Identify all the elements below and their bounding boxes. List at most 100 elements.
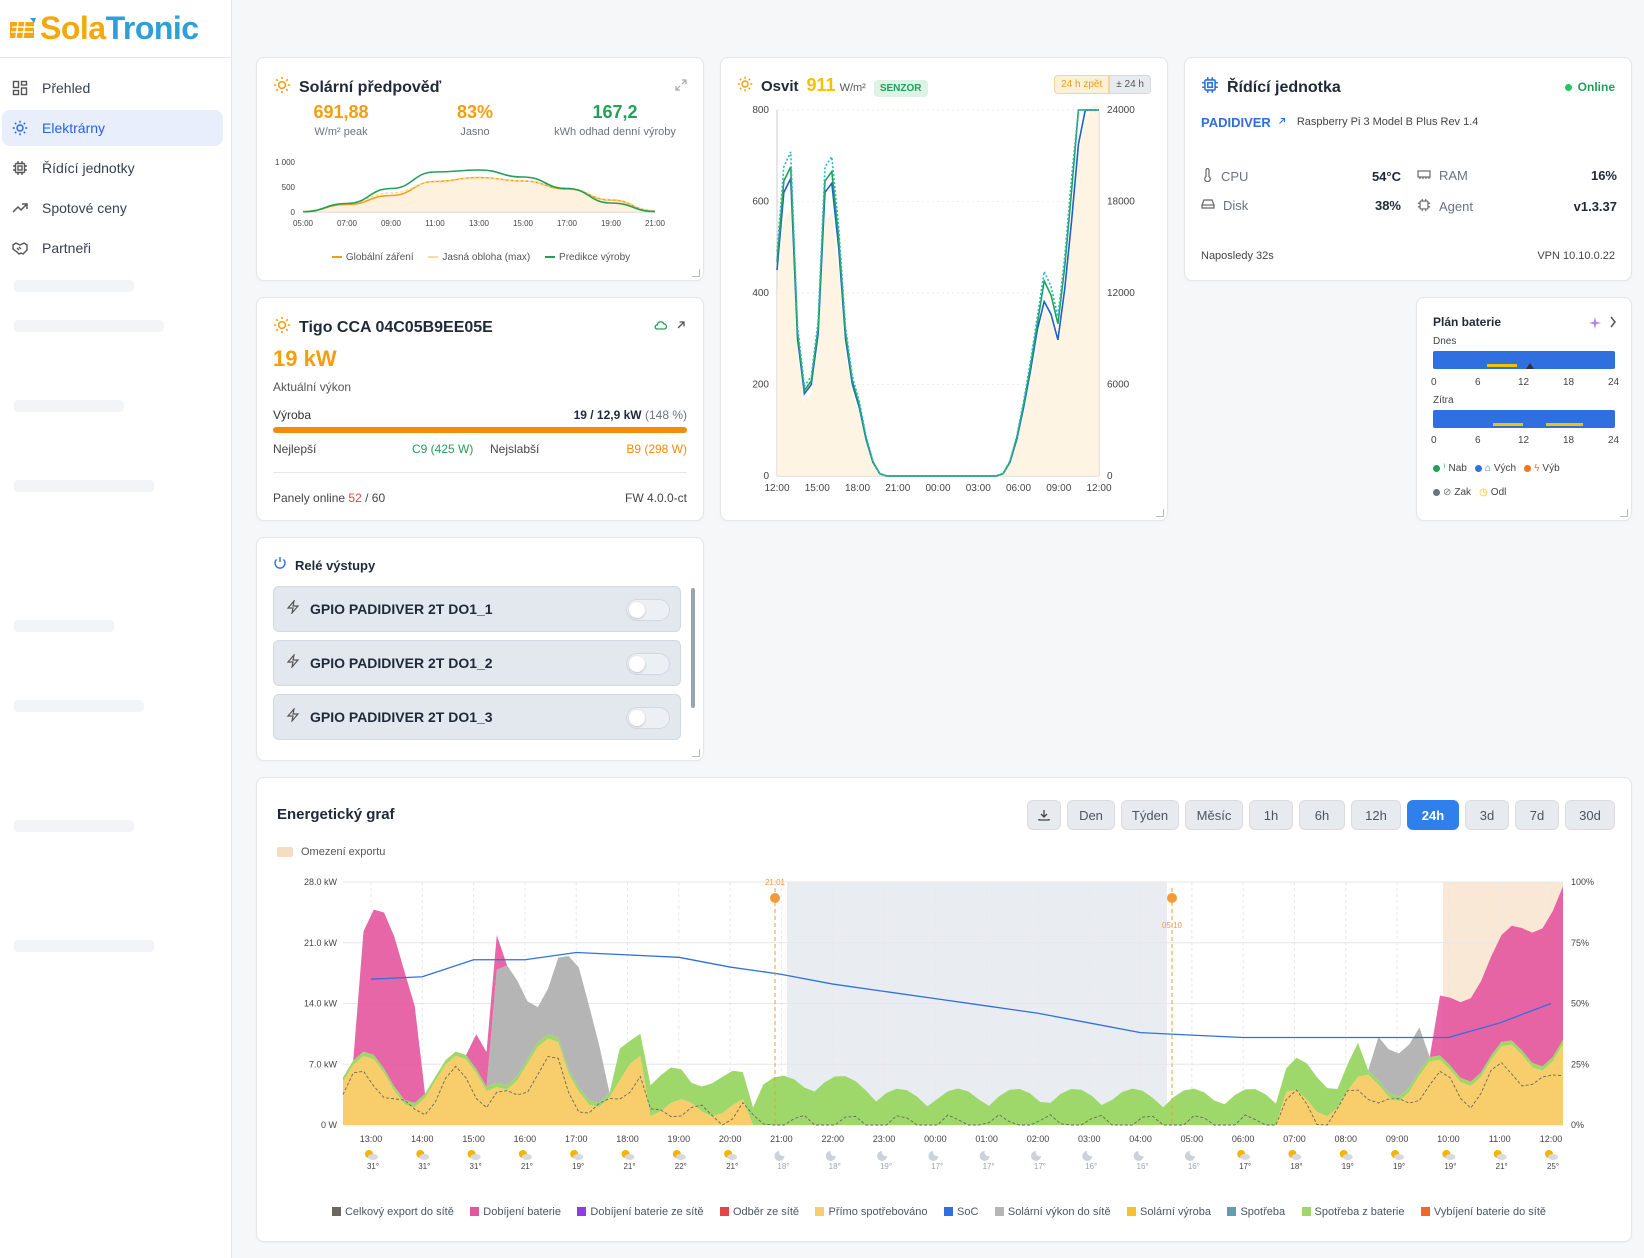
range-24h-button[interactable]: 24h	[1407, 800, 1459, 830]
x-tick-label: 07:00	[1283, 1134, 1306, 1144]
irradiance-series-line	[776, 109, 1099, 477]
legend-item[interactable]: Odběr ze sítě	[719, 1206, 799, 1218]
sidebar: SolaTronic Přehled Elektrárny Řídící jed…	[0, 0, 232, 1258]
cloud-icon	[653, 318, 668, 336]
sidebar-item-label: Spotové ceny	[42, 200, 127, 216]
legend-label: Globální záření	[345, 251, 414, 263]
x-tick-label: 16:00	[514, 1134, 537, 1144]
range-3d-button[interactable]: 3d	[1465, 800, 1509, 830]
legend-item[interactable]: SoC	[944, 1206, 978, 1218]
y-tick-label: 0 W	[321, 1120, 338, 1130]
temperature-label: 19°	[1342, 1162, 1354, 1171]
placeholder-line	[14, 940, 154, 952]
y-tick-label: 7.0 kW	[309, 1059, 338, 1069]
period-week-button[interactable]: Týden	[1121, 800, 1179, 830]
y-tick-label: 200	[752, 380, 769, 391]
legend-item[interactable]: Spotřeba	[1227, 1206, 1285, 1218]
legend-item[interactable]: Celkový export do sítě	[331, 1206, 454, 1218]
production-pct: (148 %)	[644, 408, 687, 422]
cloud-icon	[368, 1154, 378, 1160]
stat-value: 167,2	[592, 102, 638, 122]
x-tick-label: 18:00	[616, 1134, 639, 1144]
chevron-right-icon[interactable]	[1609, 315, 1617, 333]
scrollbar[interactable]	[691, 588, 695, 708]
brand-part-2: Tronic	[105, 10, 200, 46]
resize-handle[interactable]	[1156, 509, 1164, 517]
external-link-icon[interactable]	[675, 318, 687, 336]
range-6h-button[interactable]: 6h	[1299, 800, 1345, 830]
legend-label: Odl	[1490, 487, 1507, 498]
btn-24h-back[interactable]: 24 h zpět	[1054, 75, 1110, 94]
sidebar-item-ridici-jednotky[interactable]: Řídící jednotky	[2, 150, 223, 186]
temperature-label: 17°	[1034, 1162, 1046, 1171]
range-7d-button[interactable]: 7d	[1515, 800, 1559, 830]
y-tick-label: 0	[291, 208, 296, 217]
range-toggle: 24 h zpět ± 24 h	[1054, 75, 1151, 94]
vpn-address: VPN 10.10.0.22	[1537, 250, 1615, 262]
production-value: 19 / 12,9 kW	[573, 408, 642, 422]
relay-row[interactable]: GPIO PADIDIVER 2T DO1_2	[273, 640, 681, 686]
legend-item[interactable]: Solární výroba	[1127, 1206, 1211, 1218]
resize-handle[interactable]	[692, 749, 700, 757]
x-tick-label: 15:00	[462, 1134, 485, 1144]
x-tick-label: 12:00	[1540, 1134, 1563, 1144]
temperature-label: 21°	[623, 1162, 635, 1171]
relay-row[interactable]: GPIO PADIDIVER 2T DO1_1	[273, 586, 681, 632]
legend-label: Solární výroba	[1140, 1205, 1211, 1218]
soc-line	[370, 951, 1552, 1039]
external-link-icon[interactable]	[1277, 113, 1287, 131]
btn-24h-range[interactable]: ± 24 h	[1109, 75, 1151, 94]
range-30d-button[interactable]: 30d	[1565, 800, 1615, 830]
brand-logo[interactable]: SolaTronic	[0, 0, 231, 58]
production-bar-fill	[273, 427, 687, 433]
sparkle-icon[interactable]	[1589, 316, 1601, 334]
moon-icon	[928, 1151, 939, 1161]
device-row: PADIDIVER Raspberry Pi 3 Model B Plus Re…	[1201, 113, 1478, 131]
sidebar-item-prehled[interactable]: Přehled	[2, 70, 223, 106]
irradiance-unit: W/m²	[839, 82, 866, 94]
cpu-value: 54°C	[1371, 169, 1401, 184]
moon-icon	[1082, 1151, 1093, 1161]
now-marker-icon	[1526, 363, 1534, 369]
card-header: Solární předpověď	[273, 76, 441, 99]
x-tick-label: 11:00	[425, 219, 445, 228]
cloud-icon	[1445, 1154, 1456, 1160]
temperature-label: 18°	[829, 1162, 841, 1171]
relay-toggle[interactable]	[626, 653, 670, 675]
ram-value: 16%	[1590, 168, 1617, 183]
period-day-button[interactable]: Den	[1067, 800, 1115, 830]
device-name[interactable]: PADIDIVER	[1201, 114, 1271, 130]
expand-icon[interactable]	[675, 78, 687, 96]
legend-swatch	[577, 1207, 587, 1216]
y-right-tick-label: 12000	[1107, 288, 1135, 299]
range-1h-button[interactable]: 1h	[1249, 800, 1293, 830]
range-12h-button[interactable]: 12h	[1351, 800, 1401, 830]
legend-item[interactable]: Dobíjení baterie ze sítě	[577, 1206, 704, 1218]
cloud-icon	[1496, 1154, 1507, 1160]
legend-item[interactable]: Dobíjení baterie	[470, 1206, 561, 1218]
legend-item[interactable]: Vybíjení baterie do sítě	[1420, 1206, 1546, 1218]
best-label: Nejlepší	[273, 442, 317, 456]
y-tick-label: 600	[752, 197, 769, 208]
legend-item[interactable]: Solární výkon do sítě	[994, 1206, 1111, 1218]
disk-value: 38%	[1374, 198, 1401, 213]
period-month-button[interactable]: Měsíc	[1185, 800, 1243, 830]
relay-toggle[interactable]	[626, 707, 670, 729]
resize-handle[interactable]	[692, 269, 700, 277]
sidebar-item-elektrarny[interactable]: Elektrárny	[2, 110, 223, 146]
x-tick-label: 03:00	[966, 483, 991, 494]
moon-icon	[774, 1151, 785, 1161]
temperature-label: 17°	[931, 1162, 943, 1171]
cloud-icon	[521, 1154, 532, 1160]
y-tick-label: 800	[752, 105, 769, 116]
sidebar-item-spotove-ceny[interactable]: Spotové ceny	[2, 190, 223, 226]
legend-item[interactable]: Spotřeba z baterie	[1301, 1206, 1404, 1218]
relay-toggle[interactable]	[626, 599, 670, 621]
disk-icon	[1201, 198, 1215, 213]
current-power: 19 kW	[273, 346, 337, 371]
relay-row[interactable]: GPIO PADIDIVER 2T DO1_3	[273, 694, 681, 740]
download-button[interactable]	[1027, 800, 1061, 830]
resize-handle[interactable]	[1620, 509, 1628, 517]
legend-item[interactable]: Přímo spotřebováno	[815, 1206, 928, 1218]
sidebar-item-partneri[interactable]: Partneři	[2, 230, 223, 266]
